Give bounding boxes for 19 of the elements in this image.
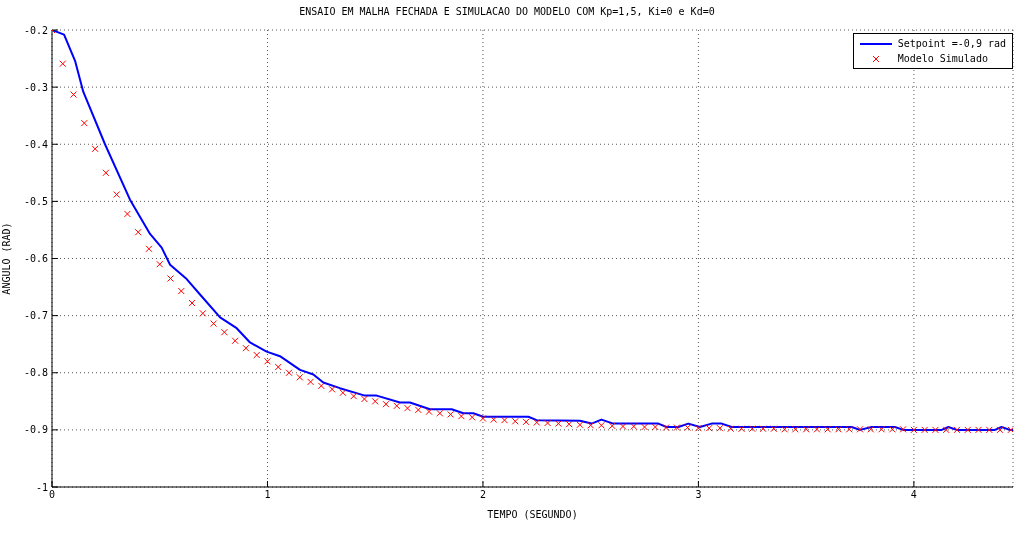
x-tick-label: 0 [48,489,56,501]
y-tick-label: -1 [35,481,48,493]
y-tick-label: -0.4 [23,138,48,150]
y-tick-label: -0.5 [23,195,48,207]
x-axis-title: TEMPO (SEGUNDO) [487,509,578,520]
chart-title: ENSAIO EM MALHA FECHADA E SIMULACAO DO MODELO COM Kp=1,5, Ki=0 e Kd=0 [298,6,716,17]
y-axis-title: ANGULO (RAD) [0,222,12,295]
legend-label: Modelo Simulado [897,52,988,66]
y-tick-label: -0.6 [23,253,48,265]
y-tick-label: -0.2 [23,24,48,36]
legend-label: Setpoint =-0,9 rad [897,37,1006,51]
x-tick-label: 2 [479,489,486,501]
y-tick-label: -0.9 [23,424,48,436]
x-tick-label: 4 [910,489,917,501]
y-tick-label: -0.8 [23,367,48,379]
y-tick-label: -0.3 [23,81,48,93]
x-tick-label: 3 [695,489,702,501]
x-tick-label: 1 [264,489,271,501]
y-tick-label: -0.7 [23,310,48,322]
